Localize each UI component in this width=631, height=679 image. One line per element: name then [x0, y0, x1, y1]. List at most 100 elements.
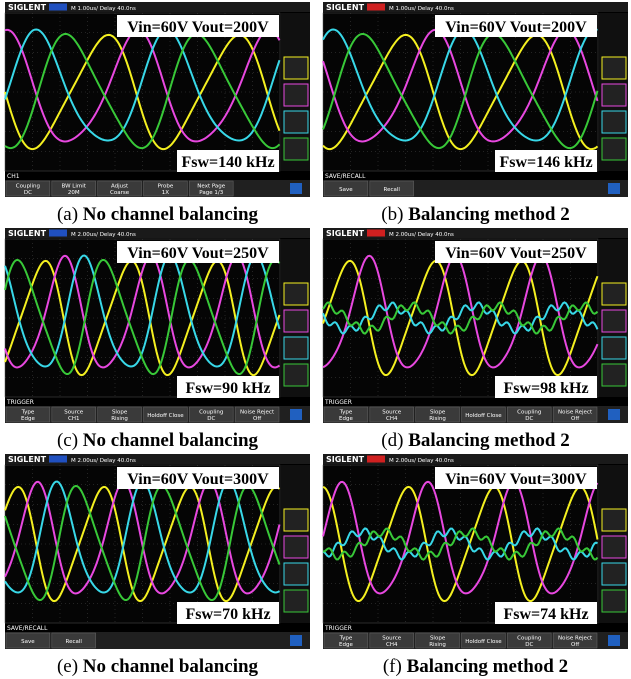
- timebase: M 1.00us/ Delay 40.0ns: [389, 6, 454, 12]
- softkey-label: Rising: [111, 416, 128, 422]
- softkey-label: Source: [64, 410, 84, 416]
- caption-text: Balancing method 2: [408, 204, 570, 225]
- condition-text: Vin=60V Vout=250V: [127, 245, 269, 262]
- scope-panel: SIGLENTM 2.00us/ Delay 40.0nsVin=60V Vou…: [323, 454, 628, 649]
- channel-box: [284, 84, 308, 106]
- run-indicator: [49, 4, 67, 11]
- softkey-label: CH4: [386, 642, 398, 648]
- channel-box: [602, 563, 626, 585]
- caption-text: Balancing method 2: [408, 430, 570, 451]
- usb-icon: [608, 409, 620, 420]
- channel-box: [602, 337, 626, 359]
- channel-box: [284, 364, 308, 386]
- softkey-label: Off: [253, 416, 261, 422]
- brand: SIGLENT: [8, 229, 47, 238]
- channel-box: [602, 310, 626, 332]
- status: TRIGGER: [324, 625, 352, 632]
- softkey-label: Page 1/3: [199, 190, 223, 196]
- channel-box: [284, 509, 308, 531]
- caption-text: No channel balancing: [83, 204, 259, 225]
- timebase: M 2.00us/ Delay 40.0ns: [71, 232, 136, 238]
- condition-text: Vin=60V Vout=250V: [445, 245, 587, 262]
- caption-label: (b): [381, 204, 403, 225]
- status: SAVE/RECALL: [325, 173, 366, 180]
- softkey-label: Edge: [21, 416, 35, 422]
- softkey-label: Probe: [158, 184, 174, 190]
- softkey-label: Coupling: [199, 410, 223, 416]
- run-indicator: [367, 230, 385, 237]
- usb-icon: [290, 409, 302, 420]
- softkey-label: Coupling: [16, 184, 40, 190]
- softkey-label: Save: [21, 639, 35, 645]
- channel-box: [602, 364, 626, 386]
- softkey-label: Edge: [339, 642, 353, 648]
- brand: SIGLENT: [8, 3, 47, 12]
- timebase: M 2.00us/ Delay 40.0ns: [71, 458, 136, 464]
- caption: (f) Balancing method 2: [383, 656, 568, 677]
- channel-box: [284, 57, 308, 79]
- softkey-label: Rising: [429, 642, 446, 648]
- channel-box: [602, 283, 626, 305]
- brand: SIGLENT: [326, 455, 365, 464]
- caption: (d) Balancing method 2: [381, 430, 569, 451]
- status: SAVE/RECALL: [7, 625, 48, 632]
- caption-label: (f): [383, 656, 402, 677]
- frequency-text: Fsw=140 kHz: [181, 154, 274, 171]
- scope-panel: SIGLENT M 1.00us/ Delay 40.0ns Vin=60V Vou…: [323, 2, 628, 197]
- condition-text: Vin=60V Vout=200V: [445, 19, 587, 36]
- channel-box: [284, 590, 308, 612]
- frequency-text: Fsw=70 kHz: [185, 606, 270, 623]
- channel-box: [284, 283, 308, 305]
- frequency-text: Fsw=90 kHz: [185, 380, 270, 397]
- softkey-label: DC: [525, 642, 533, 648]
- softkey-bar: [323, 180, 628, 197]
- caption-text: No channel balancing: [83, 656, 259, 677]
- softkey-label: BW Limit: [62, 184, 87, 190]
- softkey-label: Slope: [430, 410, 446, 416]
- softkey-label: Source: [382, 410, 402, 416]
- softkey-bar: [5, 632, 310, 649]
- softkey-label: 1X: [162, 190, 169, 196]
- status: TRIGGER: [6, 399, 34, 406]
- channel-box: [602, 84, 626, 106]
- softkey-label: Off: [571, 642, 579, 648]
- scope-panel: SIGLENT M 2.00us/ Delay 40.0ns Vin=60V Vou…: [5, 228, 310, 423]
- softkey-label: CH4: [386, 416, 398, 422]
- frequency-text: Fsw=74 kHz: [503, 606, 588, 623]
- status: CH1: [7, 173, 20, 180]
- scope-panel: SIGLENT M 2.00us/ Delay 40.0ns Vin=60V Vou…: [323, 228, 628, 423]
- softkey-label: Noise Reject: [558, 636, 593, 642]
- usb-icon: [608, 635, 620, 646]
- channel-box: [602, 509, 626, 531]
- softkey-label: Recall: [384, 187, 401, 193]
- softkey-label: Slope: [430, 636, 446, 642]
- brand: SIGLENT: [326, 229, 365, 238]
- caption-label: (c): [57, 430, 78, 451]
- brand: SIGLENT: [8, 455, 47, 464]
- caption: (a) No channel balancing: [57, 204, 259, 225]
- channel-box: [284, 138, 308, 160]
- channel-box: [284, 111, 308, 133]
- caption: (e) No channel balancing: [57, 656, 259, 677]
- condition-text: Vin=60V Vout=200V: [127, 19, 269, 36]
- run-indicator: [49, 456, 67, 463]
- timebase: M 2.00us/ Delay 40.0ns: [389, 232, 454, 238]
- softkey-label: 20M: [68, 190, 80, 196]
- scope-panel: SIGLENT M 2.00us/ Delay 40.0ns Vin=60V Vou…: [5, 454, 310, 649]
- channel-box: [602, 57, 626, 79]
- softkey-label: Noise Reject: [240, 410, 275, 416]
- softkey-label: Slope: [112, 410, 128, 416]
- channel-box: [602, 536, 626, 558]
- status: TRIGGER: [324, 399, 352, 406]
- channel-box: [284, 536, 308, 558]
- condition-text: Vin=60V Vout=300V: [445, 471, 587, 488]
- brand: SIGLENT: [326, 3, 365, 12]
- caption-label: (d): [381, 430, 403, 451]
- softkey-label: Adjust: [111, 184, 129, 190]
- condition-text: Vin=60V Vout=300V: [127, 471, 269, 488]
- figure: SIGLENT M 1.00us/ Delay 40.0ns Vin=60V Vou…: [0, 0, 631, 679]
- softkey-label: Type: [339, 636, 353, 642]
- frequency-text: Fsw=98 kHz: [503, 380, 588, 397]
- softkey-label: Coupling: [517, 410, 541, 416]
- channel-box: [602, 138, 626, 160]
